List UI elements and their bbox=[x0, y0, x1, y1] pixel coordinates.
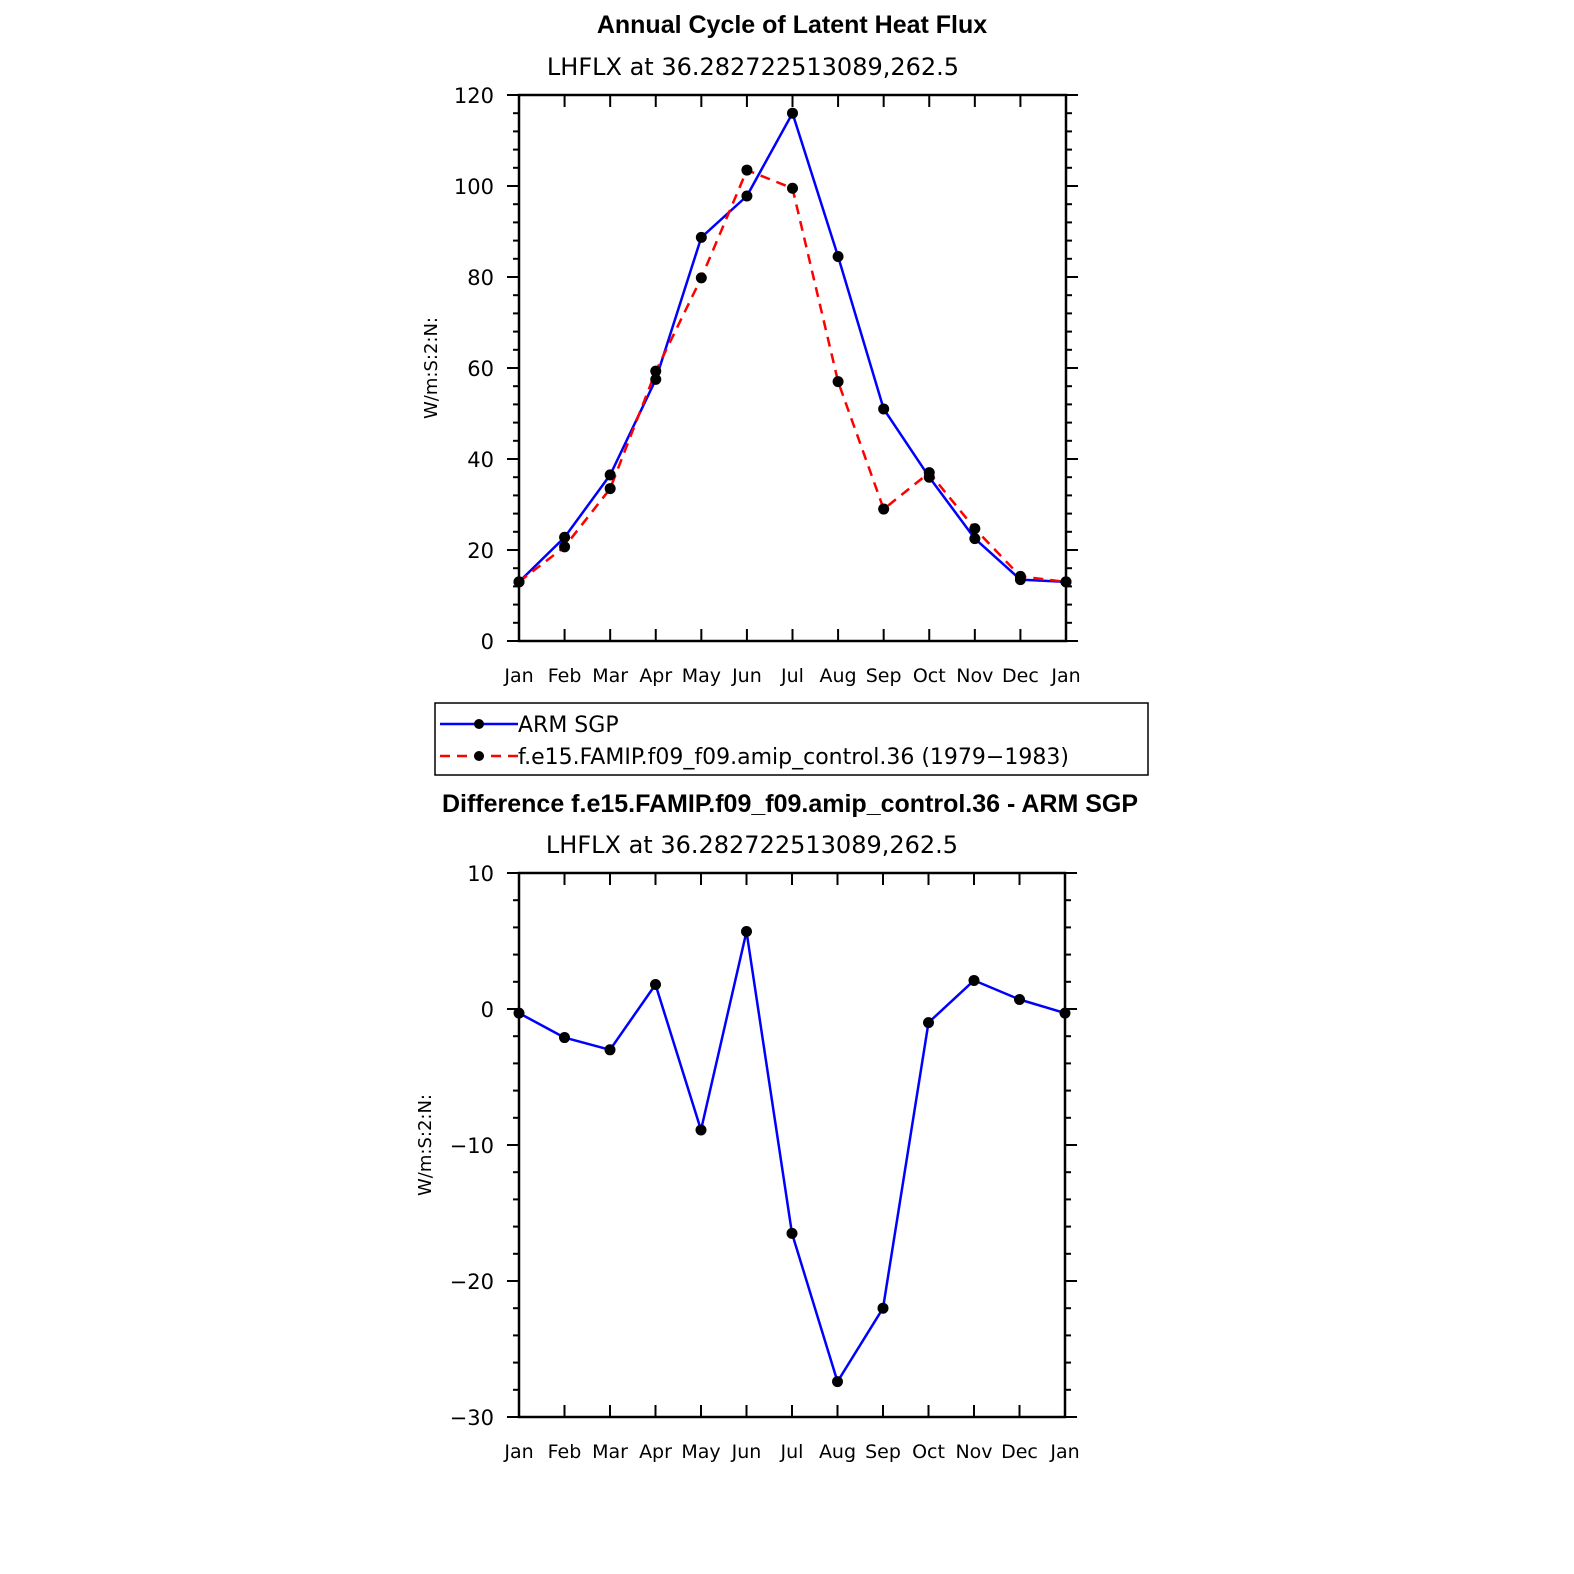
data-point bbox=[604, 483, 616, 495]
data-point bbox=[513, 1007, 525, 1019]
panel-subtitle: LHFLX at 36.282722513089,262.5 bbox=[546, 831, 958, 859]
y-axis-label: W/m:S:2:N: bbox=[421, 317, 442, 419]
data-point bbox=[695, 231, 707, 243]
data-point bbox=[968, 974, 980, 986]
x-tick-label: Apr bbox=[639, 1441, 672, 1463]
data-point bbox=[877, 1302, 889, 1314]
x-tick-label: Jul bbox=[780, 665, 804, 687]
y-tick-label: 80 bbox=[467, 266, 494, 290]
x-tick-label: Nov bbox=[956, 665, 993, 687]
panel-subtitle: LHFLX at 36.282722513089,262.5 bbox=[547, 53, 959, 81]
data-point bbox=[787, 107, 798, 119]
data-point bbox=[878, 403, 890, 415]
data-point bbox=[741, 925, 752, 937]
y-tick-label: 20 bbox=[467, 539, 494, 563]
data-point bbox=[786, 1227, 798, 1239]
x-tick-label: Nov bbox=[955, 1441, 992, 1463]
data-point bbox=[832, 376, 844, 388]
x-tick-label: Sep bbox=[866, 665, 902, 687]
x-tick-label: Jun bbox=[731, 1441, 762, 1463]
x-tick-label: May bbox=[681, 1441, 720, 1463]
data-point bbox=[650, 365, 662, 377]
plot-frame bbox=[517, 871, 1067, 1419]
x-tick-label: Aug bbox=[819, 1441, 856, 1463]
x-tick-label: Jan bbox=[1049, 1441, 1079, 1463]
x-tick-label: Jan bbox=[503, 1441, 533, 1463]
y-tick-label: 0 bbox=[481, 998, 494, 1022]
y-tick-label: 60 bbox=[467, 357, 494, 381]
panel-annual-cycle: Annual Cycle of Latent Heat Flux LHFLX a… bbox=[421, 11, 1081, 687]
data-point bbox=[832, 1376, 843, 1388]
data-point bbox=[741, 164, 753, 176]
data-point bbox=[1014, 570, 1026, 582]
legend-box bbox=[434, 702, 1149, 776]
x-tick-label: Feb bbox=[548, 665, 582, 687]
panel-title: Difference f.e15.FAMIP.f09_f09.amip_cont… bbox=[442, 790, 1138, 818]
y-tick-label: 40 bbox=[467, 448, 494, 472]
y-tick-label: −30 bbox=[450, 1406, 494, 1430]
y-tick-label: 10 bbox=[467, 862, 494, 886]
data-point bbox=[1059, 1007, 1071, 1019]
legend-label-model: f.e15.FAMIP.f09_f09.amip_control.36 (197… bbox=[518, 745, 1069, 770]
x-tick-label: Sep bbox=[865, 1441, 901, 1463]
x-tick-label: Oct bbox=[912, 1441, 945, 1463]
data-point bbox=[923, 1017, 934, 1029]
data-point bbox=[969, 523, 981, 535]
y-tick-label: −20 bbox=[450, 1270, 494, 1294]
legend-label-arm-sgp: ARM SGP bbox=[518, 713, 619, 738]
data-point bbox=[604, 1044, 616, 1056]
x-tick-label: Jun bbox=[731, 665, 762, 687]
panel-title: Annual Cycle of Latent Heat Flux bbox=[597, 11, 987, 39]
legend-marker-model bbox=[474, 751, 484, 761]
y-tick-label: 100 bbox=[454, 175, 494, 199]
data-point bbox=[559, 1032, 570, 1044]
x-tick-label: Jan bbox=[503, 665, 533, 687]
data-point bbox=[1014, 993, 1025, 1005]
data-point bbox=[832, 251, 844, 263]
data-point bbox=[695, 272, 707, 284]
x-tick-label: Mar bbox=[592, 1441, 628, 1463]
legend-marker-arm-sgp bbox=[474, 719, 484, 729]
x-tick-label: Mar bbox=[592, 665, 628, 687]
data-point bbox=[1060, 576, 1072, 588]
x-tick-label: Jul bbox=[780, 1441, 804, 1463]
data-point bbox=[695, 1124, 707, 1136]
y-tick-label: 0 bbox=[481, 630, 494, 654]
data-point bbox=[741, 190, 753, 202]
data-point bbox=[559, 531, 571, 543]
data-point bbox=[787, 182, 798, 194]
data-point bbox=[650, 979, 661, 991]
x-tick-label: Dec bbox=[1001, 1441, 1038, 1463]
x-tick-label: Jan bbox=[1050, 665, 1080, 687]
series-line-0 bbox=[518, 930, 1066, 1383]
data-point bbox=[513, 576, 525, 588]
data-point bbox=[604, 469, 616, 481]
x-tick-label: Aug bbox=[820, 665, 857, 687]
legend: ARM SGP f.e15.FAMIP.f09_f09.amip_control… bbox=[434, 702, 1149, 776]
y-axis-label: W/m:S:2:N: bbox=[415, 1094, 436, 1196]
plot-frame bbox=[517, 93, 1068, 643]
y-tick-label: −10 bbox=[450, 1134, 494, 1158]
x-tick-label: Oct bbox=[913, 665, 946, 687]
x-tick-label: Feb bbox=[548, 1441, 582, 1463]
x-tick-label: May bbox=[682, 665, 721, 687]
data-point bbox=[969, 533, 981, 545]
series-line-1 bbox=[518, 168, 1067, 584]
data-point bbox=[650, 373, 662, 385]
y-tick-label: 120 bbox=[454, 84, 494, 108]
data-point bbox=[923, 467, 935, 479]
x-tick-label: Dec bbox=[1002, 665, 1039, 687]
data-point bbox=[559, 541, 571, 553]
data-point bbox=[878, 503, 890, 515]
panel-difference: Difference f.e15.FAMIP.f09_f09.amip_cont… bbox=[415, 790, 1138, 1463]
x-tick-label: Apr bbox=[639, 665, 672, 687]
